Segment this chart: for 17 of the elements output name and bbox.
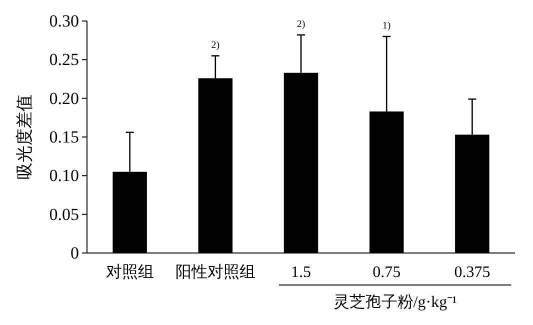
x-axis-title: 灵芝孢子粉/g·kg⁻¹ (333, 293, 458, 311)
annotation: 2) (211, 40, 220, 51)
y-tick-label: 0.10 (49, 166, 79, 186)
x-tick-label: 阳性对照组 (175, 263, 256, 281)
annotation: 2) (296, 18, 306, 30)
y-tick-label: 0.05 (49, 204, 79, 224)
y-tick-label: 0.15 (49, 128, 79, 146)
x-tick-label: 0.75 (372, 264, 401, 281)
y-axis-title: 吸光度差值 (15, 94, 34, 180)
y-tick-label: 0.25 (49, 50, 79, 70)
y-tick-label: 0.30 (49, 12, 79, 30)
y-tick-label: 0 (70, 244, 79, 262)
x-tick-label: 0.375 (454, 264, 490, 281)
y-tick-label: 0.20 (49, 88, 79, 108)
annotation: 1) (382, 20, 391, 32)
x-tick-label: 1.5 (291, 264, 311, 281)
x-tick-label: 对照组 (106, 263, 154, 281)
